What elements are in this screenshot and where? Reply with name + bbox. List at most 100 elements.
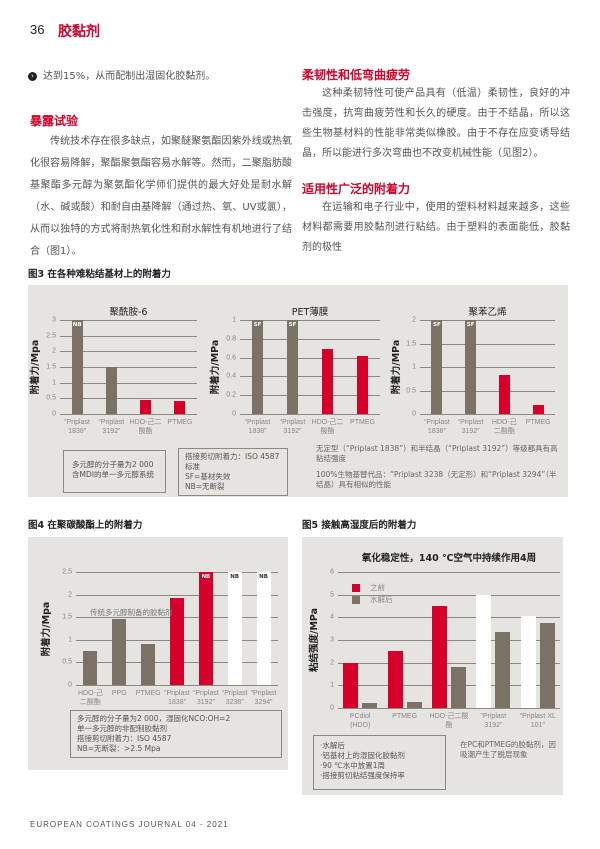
- y-tick-label: 0.8: [226, 335, 236, 343]
- footer-journal: EUROPEAN COATINGS JOURNAL 04 - 2021: [30, 820, 229, 829]
- y-axis-label: 附着力/MPa: [210, 339, 221, 395]
- gridline: [60, 335, 197, 337]
- gridline: [76, 594, 278, 596]
- legend-swatch: [352, 584, 360, 592]
- gridline: [60, 382, 197, 384]
- gridline: [240, 414, 380, 415]
- x-tick-label: HDO-己二酸酯: [429, 713, 469, 729]
- y-tick-label: 0.2: [226, 391, 236, 399]
- figure5-side-note: 在PC和PTMEG的胶黏剂，因吸潮产生了脱层现象: [460, 740, 556, 759]
- gridline: [420, 390, 555, 392]
- gridline: [60, 414, 197, 415]
- x-tick-label: PTMEG: [135, 690, 161, 697]
- bar: SF: [431, 320, 443, 414]
- gridline: [60, 351, 197, 353]
- gridline: [338, 572, 560, 573]
- legend-label: 之前: [370, 583, 385, 592]
- x-tick-label: HDO-己二酸酯: [311, 419, 344, 435]
- bar-value-label: SF: [433, 322, 441, 328]
- x-tick-label: “Priplast 3192”: [98, 419, 125, 435]
- gridline: [338, 640, 560, 641]
- y-tick-label: 0.6: [226, 354, 236, 362]
- gridline: [240, 320, 380, 321]
- y-tick-label: 0: [68, 681, 72, 689]
- bar: [476, 594, 492, 708]
- y-tick-label: 2: [52, 347, 56, 355]
- y-tick-label: 0.5: [46, 394, 56, 402]
- continued-line: › 达到15%，从而配制出湿固化胶黏剂。: [28, 67, 215, 82]
- bar: [105, 367, 117, 414]
- x-tick-label: “Priplast 3192”: [457, 419, 484, 435]
- x-tick-label: “Priplast XL 101”: [519, 713, 556, 729]
- gridline: [420, 414, 555, 415]
- bar: [539, 623, 555, 708]
- figure3-note-biobased: 100%生物基替代品：“Priplast 3238（无定形）和“Priplast…: [316, 470, 557, 489]
- figure3-caption: 图3 在各种难粘结基材上的附着力: [28, 269, 171, 280]
- y-tick-label: 3: [330, 636, 334, 644]
- gridline: [240, 376, 380, 378]
- bar: [432, 606, 447, 708]
- bar: NB: [71, 320, 83, 414]
- gridline: [338, 662, 560, 664]
- bar: NB: [256, 572, 271, 685]
- bar: [532, 404, 544, 414]
- y-tick-label: 1: [330, 681, 334, 689]
- y-tick-label: 0: [330, 704, 334, 712]
- bar: NB: [227, 572, 242, 685]
- flexibility-paragraph: 这种柔韧特性可使产品具有（低温）柔韧性，良好的冲击强度，抗弯曲疲劳性和长久的硬度…: [302, 88, 570, 159]
- gridline: [338, 685, 560, 687]
- gridline: [76, 572, 278, 573]
- x-tick-label: “Priplast 1838”: [164, 690, 190, 706]
- chart-title: 聚酰胺-6: [109, 307, 148, 318]
- bar: [495, 632, 511, 708]
- bar-value-label: SF: [288, 322, 297, 328]
- bar: SF: [252, 320, 263, 414]
- gridline: [420, 343, 555, 345]
- gridline: [338, 708, 560, 709]
- bar-value-label: SF: [466, 322, 475, 328]
- gridline: [240, 338, 380, 340]
- figure3-note-grades: 无定型（“Priplast 1838”）和半结晶（“Priplast 3192”…: [316, 444, 558, 463]
- bar: [498, 374, 510, 414]
- x-tick-label: “Priplast 1838”: [244, 419, 271, 435]
- x-tick-label: PPG: [111, 690, 127, 697]
- bar: [174, 401, 186, 414]
- y-tick-label: 0.5: [406, 387, 416, 394]
- heading-adhesion: 适用性广泛的附着力: [302, 182, 411, 196]
- heading-exposure-test: 暴露试验: [30, 114, 79, 128]
- gridline: [60, 367, 197, 368]
- x-tick-label: PTMEG: [525, 419, 551, 426]
- y-tick-label: 6: [330, 568, 334, 576]
- y-tick-label: 2: [330, 659, 334, 667]
- legend-item: 之前: [352, 582, 385, 594]
- legend-label: 水解后: [370, 595, 393, 604]
- y-tick-label: 0: [52, 410, 56, 418]
- x-tick-label: “Priplast 3238”: [221, 690, 248, 706]
- figure5-note: ·水解后 ·铝基材上的湿固化胶黏剂 ·90 ℃水中放置1周 ·搭接剪切粘结强度保…: [313, 735, 446, 790]
- figure4-panel: [28, 537, 288, 770]
- bar-value-label: NB: [72, 322, 82, 328]
- y-tick-label: 1.5: [62, 613, 72, 621]
- y-tick-label: 1: [232, 316, 236, 324]
- adhesion-paragraph: 在运输和电子行业中，使用的塑料材料越来越多，这些材料都需要用胶黏剂进行粘结。由于…: [302, 202, 570, 253]
- y-tick-label: 1: [52, 379, 56, 387]
- x-tick-label: PTMEG: [167, 419, 193, 426]
- legend-item: 水解后: [352, 594, 393, 606]
- chart-title: PET薄膜: [291, 307, 329, 318]
- bar: [83, 651, 98, 685]
- continued-text: 达到15%，从而配制出湿固化胶黏剂。: [43, 71, 216, 82]
- bar: [140, 399, 152, 414]
- x-tick-label: “Priplast 1838”: [64, 419, 90, 435]
- x-tick-label: “Priplast 3192”: [279, 419, 306, 435]
- bar: [362, 703, 378, 708]
- bar: SF: [465, 320, 477, 414]
- chart-annotation: 传统多元醇制备的胶黏剂: [90, 608, 173, 618]
- y-tick-label: 4: [330, 613, 334, 621]
- bar-value-label: NB: [201, 574, 211, 580]
- heading-flexibility: 柔韧性和低弯曲疲劳: [302, 68, 411, 82]
- bar-value-label: NB: [259, 574, 268, 580]
- bar: [387, 651, 403, 708]
- y-tick-label: 2: [412, 316, 416, 324]
- gridline: [338, 594, 560, 596]
